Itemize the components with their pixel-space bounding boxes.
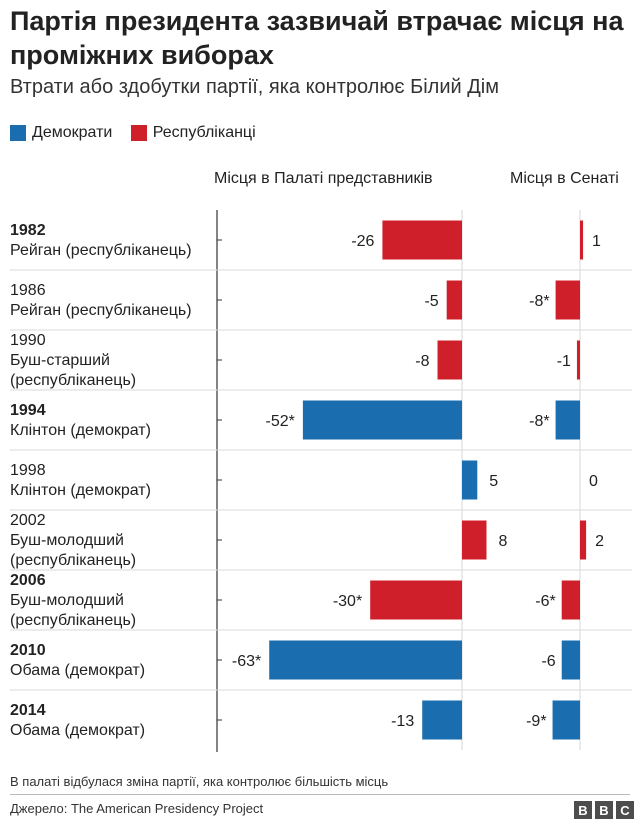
house-bar: [462, 520, 487, 560]
senate-value-label: -8*: [529, 293, 549, 310]
senate-bar: [576, 340, 580, 380]
legend-item-rep: Республіканці: [130, 124, 256, 142]
row-year-label: 2002: [10, 512, 46, 529]
row-year-label: 1986: [10, 282, 46, 299]
house-value-label: -52*: [266, 413, 295, 430]
house-panel-title: Місця в Палаті представників: [214, 170, 433, 187]
legend-swatch-rep: [130, 125, 147, 141]
house-bar: [462, 460, 478, 500]
house-value-label: -63*: [232, 653, 261, 670]
row-president-label: Клінтон (демократ): [10, 422, 151, 439]
house-bar: [437, 340, 462, 380]
senate-panel-title: Місця в Сенаті: [510, 170, 619, 187]
senate-value-label: 2: [595, 533, 604, 550]
house-value-label: -8: [415, 353, 429, 370]
senate-value-label: -9*: [526, 713, 546, 730]
divider: [10, 794, 630, 795]
house-value-label: -13: [391, 713, 414, 730]
row-year-label: 1998: [10, 462, 46, 479]
chart-subtitle: Втрати або здобутки партії, яка контролю…: [10, 76, 499, 98]
legend: Демократи Республіканці: [10, 124, 270, 146]
senate-bar: [552, 700, 580, 740]
senate-value-label: -6*: [535, 593, 555, 610]
bbc-logo-letter: B: [574, 801, 592, 819]
row-year-label: 1990: [10, 332, 46, 349]
senate-bar: [580, 220, 584, 260]
bar-chart: Місця в Палаті представників Місця в Сена…: [10, 170, 632, 752]
senate-value-label: -1: [557, 353, 571, 370]
row-president-label: (республіканець): [10, 612, 136, 629]
house-bar: [269, 640, 462, 680]
senate-bar: [555, 280, 580, 320]
row-president-label: Обама (демократ): [10, 722, 145, 739]
row-year-label: 2014: [10, 702, 46, 719]
row-president-label: (республіканець): [10, 372, 136, 389]
row-president-label: (республіканець): [10, 552, 136, 569]
row-president-label: Буш-молодший: [10, 532, 124, 549]
house-value-label: -26: [351, 233, 374, 250]
senate-bar: [580, 520, 587, 560]
row-year-label: 2010: [10, 642, 46, 659]
row-year-label: 1982: [10, 222, 46, 239]
source-note: Джерело: The American Presidency Project: [10, 801, 264, 816]
legend-label-dem: Демократи: [32, 124, 113, 141]
house-value-label: 8: [498, 533, 507, 550]
bbc-logo-letter: B: [595, 801, 613, 819]
bbc-logo: B B C: [574, 801, 634, 819]
senate-bar: [561, 640, 580, 680]
legend-swatch-dem: [10, 125, 26, 141]
house-bar: [446, 280, 462, 320]
row-year-label: 2006: [10, 572, 46, 589]
senate-value-label: 0: [589, 473, 598, 490]
legend-label-rep: Республіканці: [152, 124, 256, 141]
senate-bar: [555, 400, 580, 440]
row-president-label: Буш-молодший: [10, 592, 124, 609]
chart-title: Партія президента зазвичай втрачає місця…: [10, 6, 624, 70]
senate-bar: [561, 580, 580, 620]
house-bar: [382, 220, 462, 260]
house-bar: [370, 580, 462, 620]
house-value-label: -5: [424, 293, 438, 310]
row-president-label: Рейган (республіканець): [10, 242, 192, 259]
house-value-label: 5: [489, 473, 498, 490]
row-president-label: Буш-старший: [10, 352, 110, 369]
row-year-label: 1994: [10, 402, 46, 419]
legend-item-dem: Демократи: [10, 124, 112, 142]
row-president-label: Обама (демократ): [10, 662, 145, 679]
row-president-label: Клінтон (демократ): [10, 482, 151, 499]
senate-value-label: -6: [541, 653, 555, 670]
senate-value-label: 1: [592, 233, 601, 250]
house-bar: [422, 700, 462, 740]
bbc-logo-letter: C: [616, 801, 634, 819]
row-president-label: Рейган (республіканець): [10, 302, 192, 319]
house-bar: [302, 400, 462, 440]
footnote: В палаті відбулася зміна партії, яка кон…: [10, 774, 389, 789]
house-value-label: -30*: [333, 593, 362, 610]
senate-value-label: -8*: [529, 413, 549, 430]
